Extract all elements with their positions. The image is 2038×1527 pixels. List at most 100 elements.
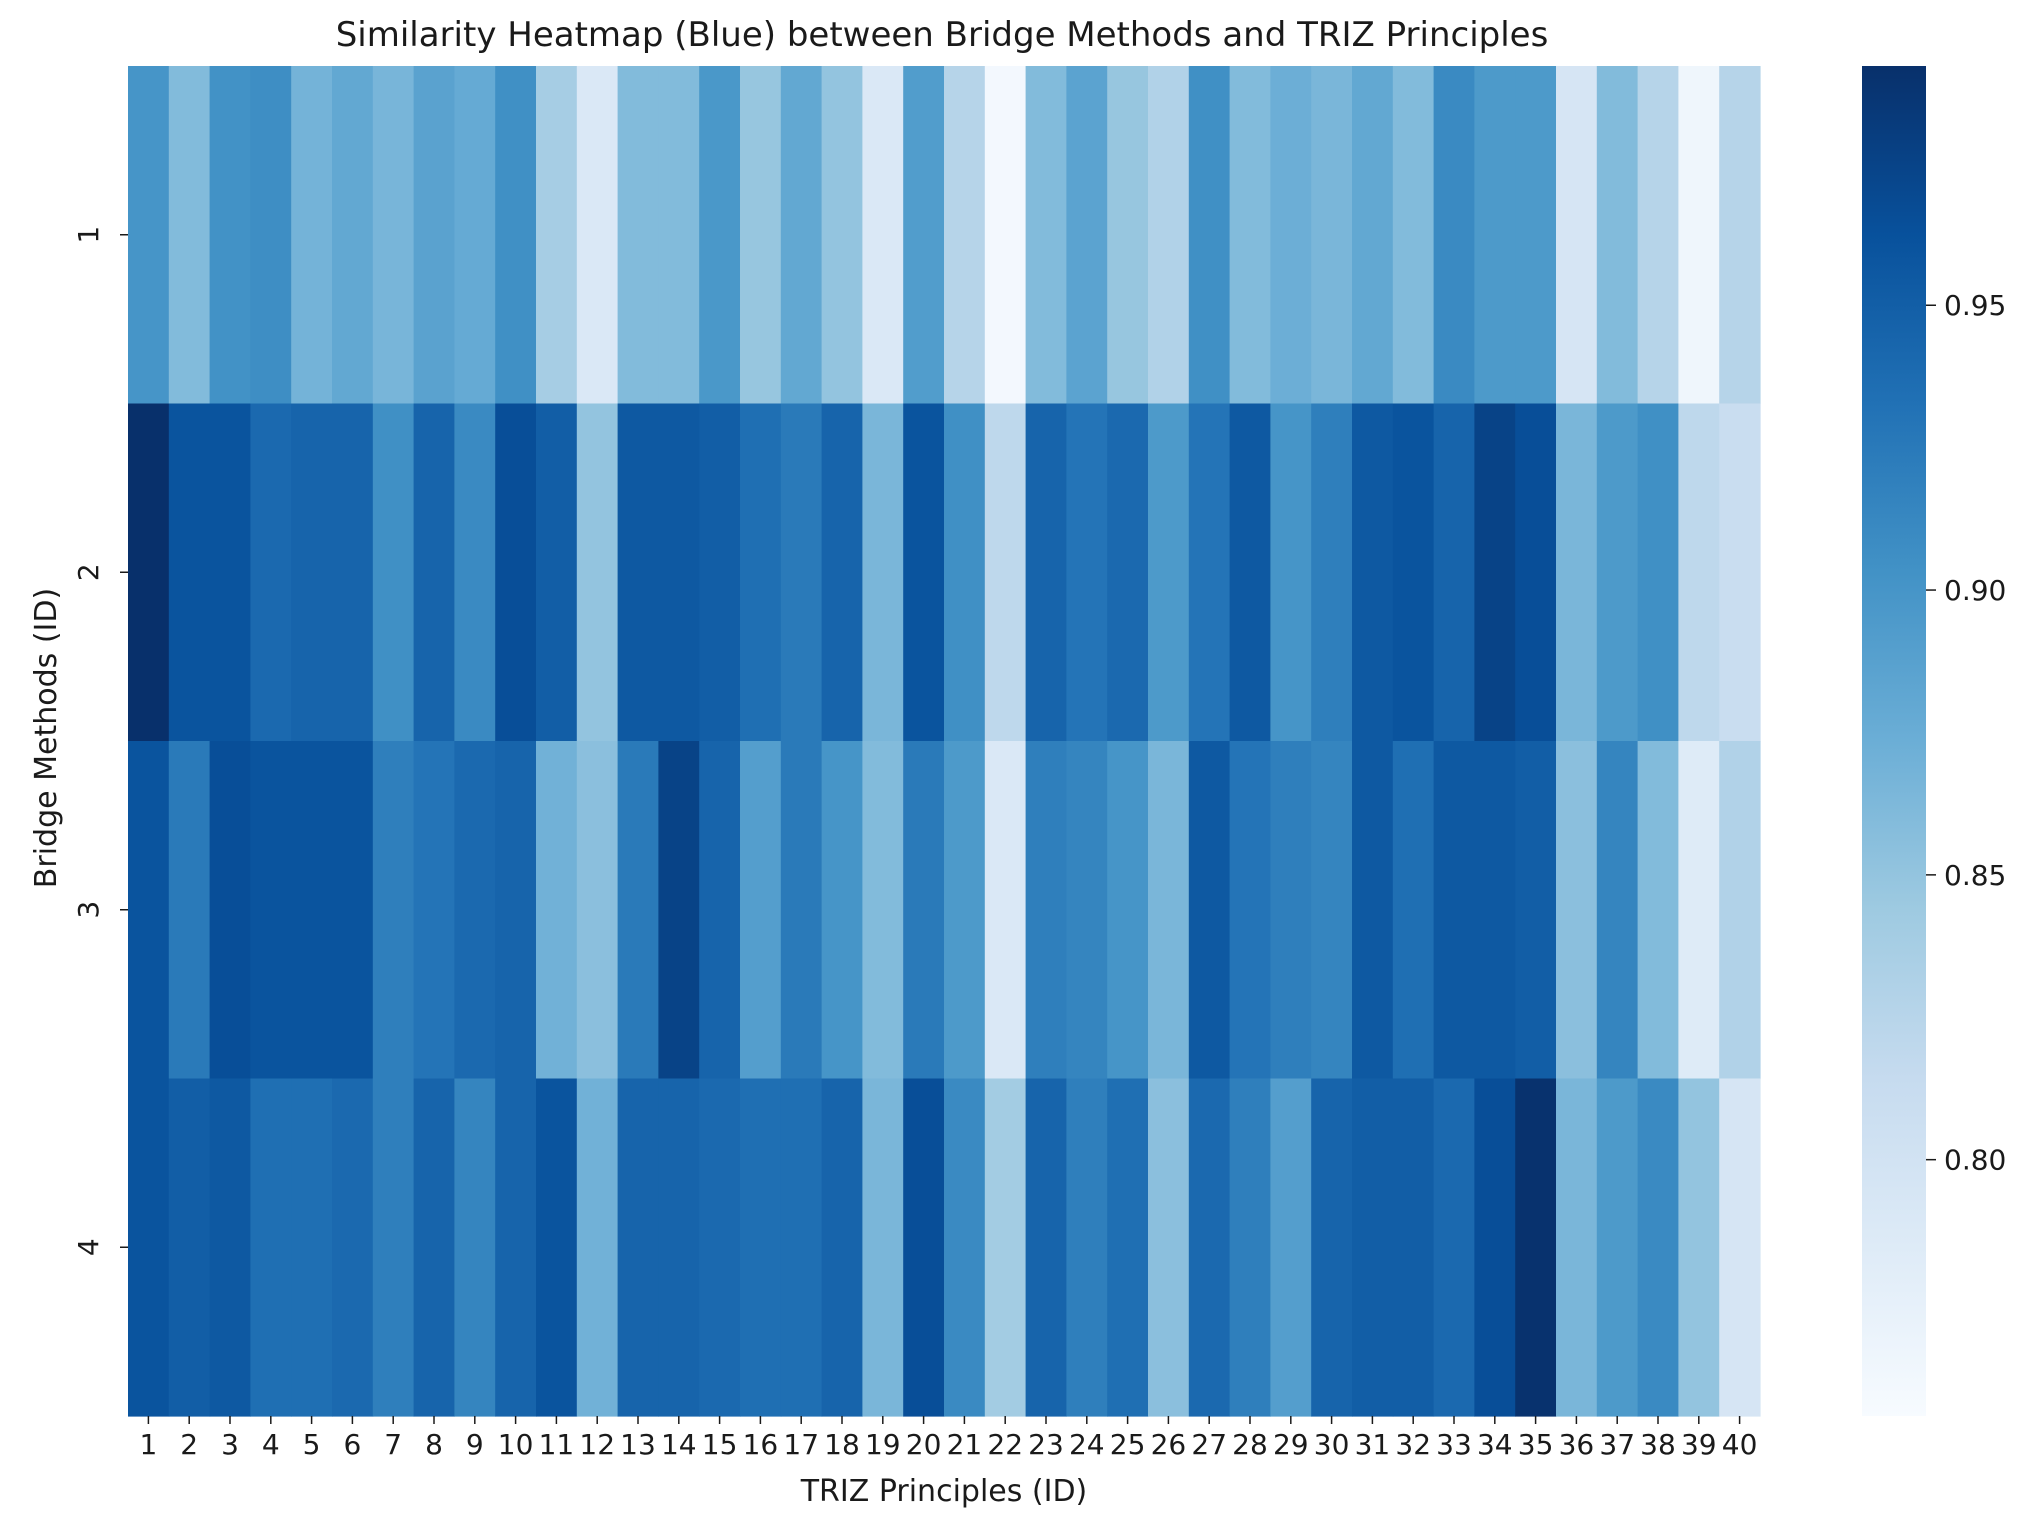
x-tick-label: 32	[1395, 1428, 1431, 1461]
heatmap-cell	[372, 66, 415, 405]
heatmap-cell	[699, 1078, 741, 1417]
y-tick-label: 4	[72, 1238, 105, 1256]
x-tick-label: 5	[303, 1428, 321, 1461]
heatmap-cell	[1515, 403, 1557, 742]
heatmap-cell	[1025, 403, 1067, 742]
heatmap-cell	[1188, 403, 1231, 742]
x-tick-label: 1	[139, 1428, 157, 1461]
heatmap-cell	[1556, 66, 1598, 405]
heatmap-cell	[1311, 66, 1353, 405]
heatmap-cell	[1107, 403, 1149, 742]
heatmap-cell	[658, 66, 700, 405]
heatmap-cell	[1596, 741, 1639, 1080]
x-tick-label: 3	[221, 1428, 239, 1461]
heatmap-cell	[1596, 403, 1639, 742]
heatmap-cell	[821, 403, 863, 742]
heatmap-cell	[1433, 741, 1475, 1080]
heatmap-cell	[780, 66, 823, 405]
x-tick-label: 30	[1314, 1428, 1350, 1461]
heatmap-cell	[1596, 1078, 1639, 1417]
heatmap-cell	[1148, 741, 1190, 1080]
heatmap-cell	[821, 741, 863, 1080]
heatmap-cell	[1678, 741, 1720, 1080]
heatmap-cells	[128, 66, 1761, 1417]
heatmap-cell	[413, 403, 455, 742]
heatmap-cell	[984, 1078, 1027, 1417]
heatmap-cell	[1107, 741, 1149, 1080]
heatmap-cell	[1229, 1078, 1271, 1417]
x-tick-label: 17	[783, 1428, 819, 1461]
x-tick-label: 31	[1355, 1428, 1391, 1461]
chart-title: Similarity Heatmap (Blue) between Bridge…	[336, 15, 1549, 55]
heatmap-cell	[576, 66, 619, 405]
colorbar-tick-label: 0.85	[1944, 859, 2006, 892]
x-tick-label: 9	[466, 1428, 484, 1461]
heatmap-cell	[1311, 1078, 1353, 1417]
heatmap-cell	[984, 403, 1027, 742]
heatmap-cell	[903, 403, 945, 742]
x-tick-label: 40	[1722, 1428, 1758, 1461]
heatmap-cell	[1515, 741, 1557, 1080]
heatmap-cell	[1719, 741, 1761, 1080]
heatmap-cell	[168, 741, 211, 1080]
x-tick-label: 6	[343, 1428, 361, 1461]
heatmap-cell	[1392, 1078, 1435, 1417]
colorbar-ticks: 0.80 0.85 0.90 0.95	[1926, 289, 2006, 1177]
heatmap-cell	[1637, 66, 1679, 405]
heatmap-cell	[1352, 741, 1394, 1080]
heatmap-cell	[1719, 1078, 1761, 1417]
heatmap-cell	[209, 403, 251, 742]
heatmap-cell	[1474, 66, 1516, 405]
heatmap-cell	[250, 66, 292, 405]
heatmap-cell	[1066, 741, 1108, 1080]
heatmap-cell	[1352, 1078, 1394, 1417]
heatmap-cell	[1678, 403, 1720, 742]
heatmap-cell	[128, 403, 170, 742]
heatmap-cell	[291, 741, 333, 1080]
heatmap-cell	[332, 66, 374, 405]
x-tick-label: 38	[1640, 1428, 1676, 1461]
heatmap-cell	[1474, 741, 1516, 1080]
heatmap-cell	[495, 66, 537, 405]
heatmap-cell	[1556, 403, 1598, 742]
colorbar: 0.80 0.85 0.90 0.95	[1862, 66, 2006, 1416]
heatmap-cell	[1719, 66, 1761, 405]
x-axis-ticks: 1 2 3 4 5 6 7 8 9 10 11 12 13 14 15 16 17 18 19 20 21 22 23 24 2…	[139, 1416, 1757, 1461]
heatmap-cell	[209, 1078, 251, 1417]
heatmap-cell	[454, 741, 496, 1080]
heatmap-cell	[332, 741, 374, 1080]
heatmap-cell	[1270, 741, 1312, 1080]
x-tick-label: 34	[1477, 1428, 1513, 1461]
heatmap-cell	[536, 66, 578, 405]
colorbar-tick-label: 0.80	[1944, 1144, 2006, 1177]
heatmap-cell	[209, 66, 251, 405]
heatmap-cell	[1107, 66, 1149, 405]
heatmap-cell	[1352, 66, 1394, 405]
heatmap-cell	[1678, 66, 1720, 405]
x-tick-label: 27	[1191, 1428, 1227, 1461]
heatmap-cell	[1515, 66, 1557, 405]
heatmap-cell	[495, 741, 537, 1080]
heatmap-cell	[1392, 403, 1435, 742]
heatmap-cell	[536, 403, 578, 742]
x-tick-label: 26	[1151, 1428, 1187, 1461]
heatmap-cell	[780, 741, 823, 1080]
x-tick-label: 37	[1599, 1428, 1635, 1461]
heatmap-cell	[454, 66, 496, 405]
heatmap-cell	[576, 741, 619, 1080]
heatmap-cell	[128, 66, 170, 405]
colorbar-gradient	[1862, 66, 1926, 1416]
colorbar-tick-label: 0.90	[1944, 574, 2006, 607]
heatmap-cell	[1392, 66, 1435, 405]
heatmap-cell	[454, 403, 496, 742]
heatmap-cell	[903, 741, 945, 1080]
heatmap-cell	[291, 66, 333, 405]
y-tick-label: 2	[72, 563, 105, 581]
heatmap-cell	[1270, 403, 1312, 742]
heatmap-cell	[536, 1078, 578, 1417]
heatmap-cell	[740, 741, 782, 1080]
heatmap-cell	[1270, 66, 1312, 405]
heatmap-cell	[128, 741, 170, 1080]
heatmap-cell	[617, 66, 659, 405]
heatmap-cell	[862, 741, 904, 1080]
